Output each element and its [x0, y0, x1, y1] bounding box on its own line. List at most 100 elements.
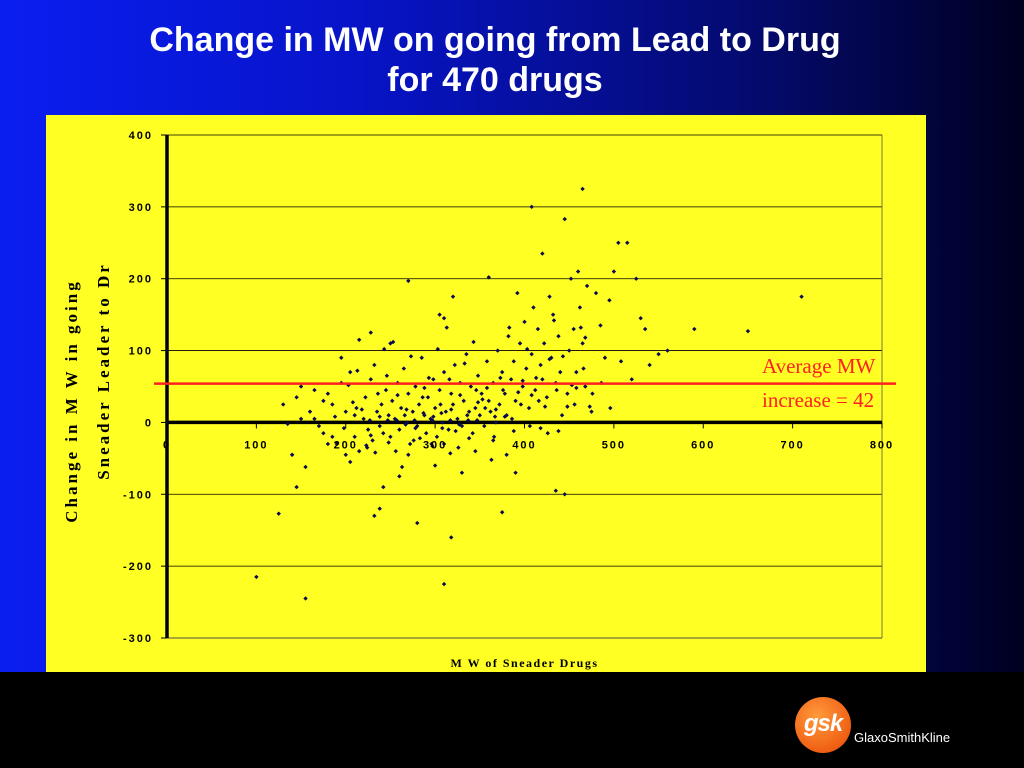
data-point — [407, 441, 413, 447]
data-points — [254, 186, 804, 601]
data-point — [440, 425, 445, 431]
data-point — [492, 414, 498, 419]
data-point — [598, 323, 603, 328]
data-point — [531, 305, 536, 310]
x-tick-label: 0 — [163, 439, 171, 451]
data-point — [395, 392, 400, 398]
data-point — [526, 405, 532, 411]
x-tick-label: 600 — [691, 439, 715, 451]
y-tick-label: 400 — [129, 130, 153, 142]
data-point — [397, 427, 402, 432]
data-point — [515, 290, 520, 296]
data-point — [575, 269, 581, 274]
data-point — [413, 384, 418, 389]
data-point — [529, 392, 534, 398]
data-point — [437, 387, 442, 393]
data-point — [406, 278, 411, 284]
data-point — [416, 402, 422, 407]
data-point — [397, 474, 402, 479]
data-point — [352, 413, 357, 418]
data-point — [431, 377, 436, 382]
data-point — [312, 387, 317, 393]
data-point — [547, 294, 552, 299]
data-point — [506, 334, 511, 339]
data-point — [456, 445, 461, 450]
data-point — [437, 312, 442, 317]
data-point — [440, 420, 445, 425]
data-point — [421, 410, 426, 416]
chart-panel: -300 -200 -100 0 100 200 300 400 0 100 200 300 400 50… — [46, 115, 926, 675]
data-point — [375, 391, 381, 396]
data-point — [468, 384, 474, 389]
data-point — [484, 359, 490, 364]
data-point — [535, 326, 541, 332]
data-point — [581, 366, 586, 371]
data-point — [449, 407, 454, 412]
y-axis-title-line2: Sneader Leader to Dr — [94, 262, 113, 480]
data-point — [420, 395, 425, 400]
data-point — [464, 351, 469, 357]
data-point — [593, 290, 599, 296]
data-point — [373, 450, 378, 455]
y-tick-label: 200 — [129, 274, 153, 286]
data-point — [565, 404, 570, 409]
data-point — [330, 434, 335, 439]
data-point — [480, 397, 485, 402]
data-point — [587, 404, 592, 409]
data-point — [556, 334, 561, 339]
data-point — [446, 427, 451, 432]
data-point — [457, 422, 462, 427]
data-point — [799, 294, 804, 299]
data-point — [538, 362, 543, 368]
data-point — [370, 438, 375, 443]
tick-labels: -300 -200 -100 0 100 200 300 400 0 100 200 300 400 50… — [123, 130, 892, 645]
data-point — [625, 240, 630, 245]
y-axis-title-line1: Change in M W in going — [62, 279, 81, 522]
data-point — [486, 275, 491, 280]
data-point — [589, 409, 594, 414]
data-point — [692, 326, 697, 332]
data-point — [562, 492, 567, 497]
data-point — [502, 391, 508, 396]
data-point — [550, 312, 556, 317]
data-point — [470, 431, 475, 436]
data-point — [656, 351, 661, 357]
data-point — [522, 319, 527, 325]
y-tick-label: 300 — [129, 202, 153, 214]
data-point — [554, 387, 559, 393]
data-point — [560, 354, 566, 359]
data-point — [368, 377, 373, 382]
data-point — [511, 359, 516, 364]
data-point — [441, 316, 447, 321]
y-tick-label: -100 — [123, 489, 153, 501]
footer-bar — [0, 672, 1024, 768]
data-point — [325, 391, 331, 396]
data-point — [417, 436, 423, 441]
data-point — [488, 409, 493, 414]
data-point — [493, 407, 499, 412]
data-point — [443, 409, 449, 414]
data-point — [517, 341, 523, 346]
data-point — [518, 402, 524, 407]
company-name: GlaxoSmithKline — [854, 730, 951, 745]
data-point — [544, 395, 550, 400]
data-point — [361, 416, 366, 422]
data-point — [500, 387, 506, 393]
x-tick-label: 700 — [780, 439, 804, 451]
data-point — [377, 414, 382, 419]
data-point — [364, 443, 369, 448]
scatter-plot: -300 -200 -100 0 100 200 300 400 0 100 200 300 400 50… — [62, 130, 896, 670]
data-point — [556, 428, 561, 434]
data-point — [520, 378, 525, 383]
data-point — [507, 325, 512, 330]
data-point — [533, 387, 538, 393]
data-point — [549, 355, 554, 360]
data-point — [386, 440, 391, 445]
data-point — [393, 448, 398, 454]
data-point — [574, 385, 579, 391]
data-point — [489, 457, 494, 462]
data-point — [341, 425, 347, 431]
data-point — [425, 395, 431, 400]
data-point — [438, 402, 443, 407]
data-point — [584, 283, 590, 289]
